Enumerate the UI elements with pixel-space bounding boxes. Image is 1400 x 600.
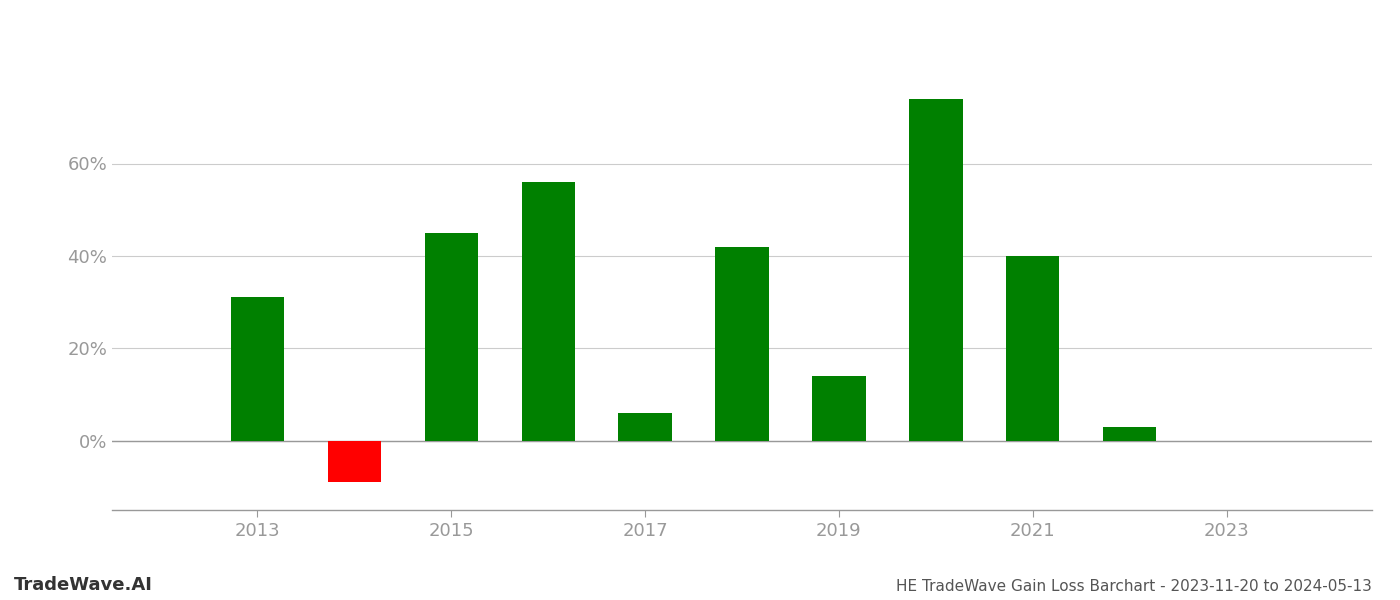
Bar [715,247,769,440]
Bar [1007,256,1060,440]
Bar [328,440,381,482]
Bar [619,413,672,440]
Bar [909,99,963,440]
Bar [424,233,477,440]
Text: HE TradeWave Gain Loss Barchart - 2023-11-20 to 2024-05-13: HE TradeWave Gain Loss Barchart - 2023-1… [896,579,1372,594]
Bar [231,298,284,440]
Bar [812,376,865,440]
Text: TradeWave.AI: TradeWave.AI [14,576,153,594]
Bar [522,182,575,440]
Bar [1103,427,1156,440]
